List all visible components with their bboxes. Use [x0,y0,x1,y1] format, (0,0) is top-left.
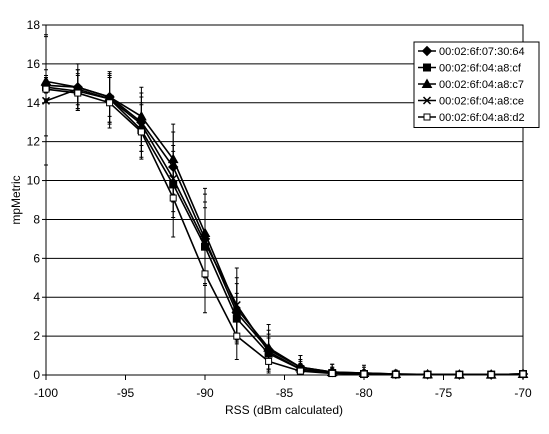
open-square-marker [296,367,304,375]
series-markers [40,75,529,380]
triangle-marker [40,75,52,86]
x-axis-label: RSS (dBm calculated) [225,403,343,417]
series-line [45,86,524,376]
open-square-marker [42,85,50,93]
triangle-marker [199,227,211,238]
x-tick-label: -80 [355,386,373,400]
x-tick-label: -95 [117,386,135,400]
series-lines [45,80,524,376]
triangle-marker [167,153,179,164]
y-tick-label: 16 [27,57,41,71]
x-marker [264,347,273,356]
y-tick-label: 18 [27,18,41,32]
square-marker [423,63,431,72]
legend-label: 00:02:6f:04:a8:c7 [439,79,524,91]
y-tick-label: 4 [33,290,40,304]
open-square-marker [233,332,241,340]
open-square-marker [265,357,273,365]
triangle-marker [421,78,433,88]
y-tick-label: 12 [27,135,41,149]
open-square-marker [201,270,209,278]
series-line [45,88,524,376]
y-tick-label: 6 [33,251,40,265]
axis-ticks: 0 2 4 6 8 10 12 14 16 18 -100 -95 -90 -85 -80 -75 -70 [27,18,532,400]
diamond-marker [167,161,179,173]
open-square-marker [74,89,82,97]
triangle-marker [136,110,147,121]
series-line [45,84,524,376]
open-square-marker [455,371,463,379]
square-marker [232,314,241,323]
open-square-marker [360,370,368,378]
legend-label: 00:02:6f:07:30:64 [439,46,525,58]
open-square-marker [169,194,177,202]
open-square-marker [392,370,400,378]
y-tick-label: 8 [33,212,40,226]
y-tick-label: 0 [33,368,40,382]
y-tick-label: 10 [27,174,41,188]
open-square-marker [137,128,145,136]
square-marker [169,180,178,189]
open-square-marker [519,370,527,378]
legend-label: 00:02:6f:04:a8:ce [439,96,524,108]
y-axis-label: mpMetric [9,175,23,224]
gridlines [46,63,523,337]
y-tick-label: 2 [33,329,40,343]
x-marker [232,300,241,310]
x-marker [169,174,178,183]
x-tick-label: -75 [435,386,453,400]
legend-label: 00:02:6f:04:a8:d2 [439,112,525,124]
x-marker [200,238,210,247]
x-tick-label: -70 [514,386,532,400]
legend: 00:02:6f:07:30:64 00:02:6f:04:a8:cf 00:02:… [413,41,540,128]
x-marker [137,120,146,129]
series-line [45,88,524,376]
open-square-marker [423,113,431,121]
open-square-marker [424,371,432,379]
diamond-marker [421,45,433,57]
x-marker [41,96,51,105]
legend-label: 00:02:6f:04:a8:cf [439,63,522,75]
x-tick-label: -85 [276,386,294,400]
open-square-marker [106,99,114,107]
x-tick-label: -100 [34,386,58,400]
y-tick-label: 14 [27,96,41,110]
x-marker [422,96,432,105]
x-tick-label: -90 [196,386,214,400]
triangle-marker [231,303,243,313]
open-square-marker [328,369,336,377]
open-square-marker [487,371,495,379]
